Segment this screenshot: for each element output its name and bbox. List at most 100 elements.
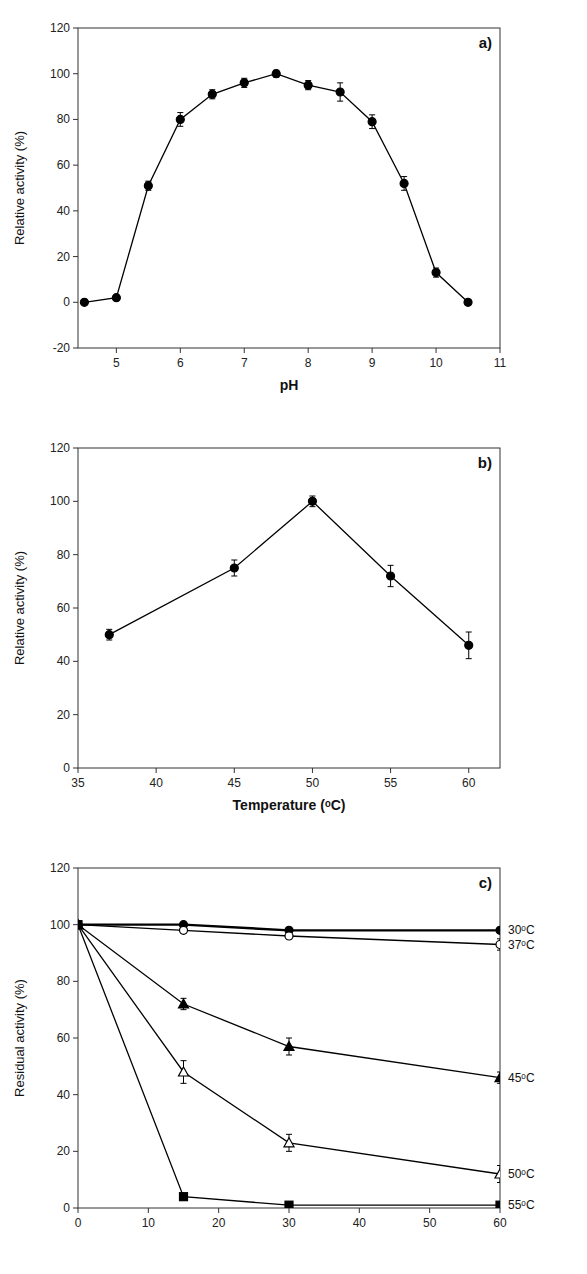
y-tick [73,981,78,982]
x-tick-label: 0 [75,1216,82,1230]
y-tick-label: 100 [50,494,70,508]
data-point [78,921,82,929]
x-tick [234,768,235,773]
error-bar-cap [337,101,343,102]
x-tick-label: 35 [71,776,85,790]
x-tick [359,1208,360,1213]
data-point [78,920,83,929]
x-axis-label: Temperature (ᵒC) [233,797,346,813]
data-point [496,926,500,934]
x-tick-label: 11 [494,356,507,370]
error-bar-cap [286,1038,292,1039]
error-bar-cap [106,640,112,641]
data-point [285,932,293,940]
data-point [464,298,472,306]
y-axis-label: Residual activity (%) [12,979,27,1097]
plot-area [80,70,472,307]
error-bar [209,90,215,99]
plot-area [105,496,472,659]
data-point [230,564,238,572]
error-bar [337,83,343,101]
y-tick [73,73,78,74]
y-tick [73,119,78,120]
x-tick-label: 5 [113,356,120,370]
data-point [179,999,189,1008]
plot-frame [78,448,500,768]
data-point [465,641,473,649]
error-bar [177,113,183,127]
y-tick-label: 80 [57,974,71,988]
y-tick [73,714,78,715]
data-point [105,631,113,639]
y-tick-label: 80 [57,548,71,562]
data-point [144,182,152,190]
series-label: 50ᵒC [508,1167,535,1181]
error-bar-cap [181,1009,187,1010]
y-tick [73,1208,78,1209]
x-tick-label: 60 [462,776,476,790]
data-point [368,118,376,126]
x-tick-label: 10 [142,1216,156,1230]
y-tick [73,1151,78,1152]
data-point [78,921,82,929]
x-tick-label: 8 [305,356,312,370]
y-tick-label: 40 [57,654,71,668]
series-line [109,501,468,645]
error-bar [466,632,472,659]
error-bar-cap [466,632,472,633]
series-line [78,925,500,945]
x-tick-label: 60 [493,1216,507,1230]
x-tick-label: 40 [353,1216,367,1230]
panel-title: c) [479,874,492,891]
error-bar-cap [286,1055,292,1056]
data-point [387,572,395,580]
error-bar [231,560,237,576]
y-tick-label: 20 [57,708,71,722]
data-point [78,921,82,929]
x-axis-label: pH [280,377,299,393]
error-bar [433,268,439,277]
error-bar-cap [177,126,183,127]
error-bar [305,81,311,90]
panel: 567891011-20020406080100120pHRelative ac… [12,21,507,393]
data-point [285,1201,293,1208]
y-tick [73,554,78,555]
x-tick [312,768,313,773]
x-tick-label: 20 [212,1216,226,1230]
error-bar-cap [497,1083,500,1084]
x-tick [372,348,373,353]
y-tick [73,868,78,869]
x-tick [289,1208,290,1213]
y-tick-label: 20 [57,1144,71,1158]
error-bar-cap [388,586,394,587]
y-tick-label: 0 [63,1201,70,1215]
x-tick-label: 50 [423,1216,437,1230]
data-point [112,294,120,302]
y-tick-label: 20 [57,250,71,264]
error-bar-cap [286,1134,292,1135]
y-tick-label: 120 [50,861,70,875]
x-tick [180,348,181,353]
data-point [336,88,344,96]
plot-area [78,920,500,1208]
data-point [400,179,408,187]
data-point [78,920,83,929]
error-bar-cap [497,950,500,951]
y-tick-label: 60 [57,158,71,172]
series-line [84,74,468,303]
error-bar-cap [388,565,394,566]
error-bar-cap [401,190,407,191]
y-tick-label: -20 [53,341,71,355]
error-bar-cap [497,1182,500,1183]
y-tick-label: 120 [50,21,70,35]
y-tick [73,1094,78,1095]
series-line [78,925,500,1078]
x-tick-label: 55 [384,776,398,790]
y-tick [73,924,78,925]
x-tick [148,1208,149,1213]
error-bar [401,177,407,191]
x-tick [468,768,469,773]
y-tick-label: 80 [57,112,71,126]
x-tick [429,1208,430,1213]
error-bar-cap [181,1060,187,1061]
